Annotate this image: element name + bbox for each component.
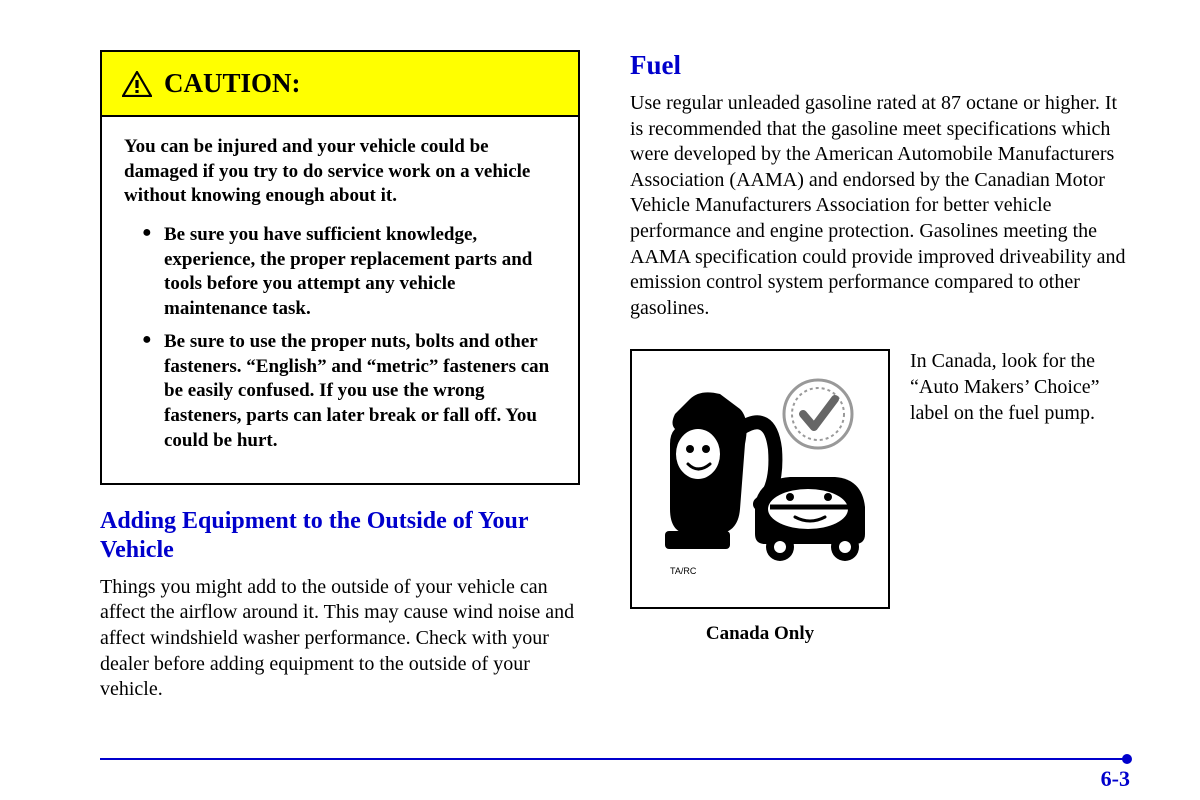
- fuel-image-row: TA/RC Canada Only In Canada, look for th…: [630, 349, 1130, 645]
- left-column: CAUTION: You can be injured and your veh…: [100, 50, 580, 703]
- fuel-heading: Fuel: [630, 50, 1130, 81]
- footer-rule: [100, 758, 1130, 760]
- page-number: 6-3: [1101, 766, 1130, 792]
- svg-text:TA/RC: TA/RC: [670, 566, 697, 576]
- caution-header: CAUTION:: [102, 52, 578, 115]
- caution-body: You can be injured and your vehicle coul…: [102, 115, 578, 483]
- caution-title: CAUTION:: [164, 68, 301, 99]
- warning-triangle-icon: [122, 71, 152, 97]
- page-footer: 6-3: [100, 758, 1130, 760]
- caution-intro-text: You can be injured and your vehicle coul…: [124, 135, 556, 209]
- fuel-body: Use regular unleaded gasoline rated at 8…: [630, 91, 1130, 321]
- image-side-text: In Canada, look for the “Auto Makers’ Ch…: [910, 349, 1130, 426]
- page-content: CAUTION: You can be injured and your veh…: [0, 0, 1200, 703]
- caution-bullet: Be sure you have sufficient knowledge, e…: [142, 223, 556, 322]
- image-block: TA/RC Canada Only: [630, 349, 890, 645]
- fuel-pump-car-illustration-icon: TA/RC: [640, 359, 880, 599]
- right-column: Fuel Use regular unleaded gasoline rated…: [630, 50, 1130, 703]
- caution-bullet: Be sure to use the proper nuts, bolts an…: [142, 330, 556, 453]
- adding-equipment-body: Things you might add to the outside of y…: [100, 575, 580, 703]
- caution-bullet-list: Be sure you have sufficient knowledge, e…: [124, 223, 556, 453]
- caution-box: CAUTION: You can be injured and your veh…: [100, 50, 580, 485]
- footer-dot-icon: [1122, 754, 1132, 764]
- adding-equipment-heading: Adding Equipment to the Outside of Your …: [100, 507, 580, 565]
- image-caption: Canada Only: [630, 623, 890, 645]
- auto-makers-choice-illustration: TA/RC: [630, 349, 890, 609]
